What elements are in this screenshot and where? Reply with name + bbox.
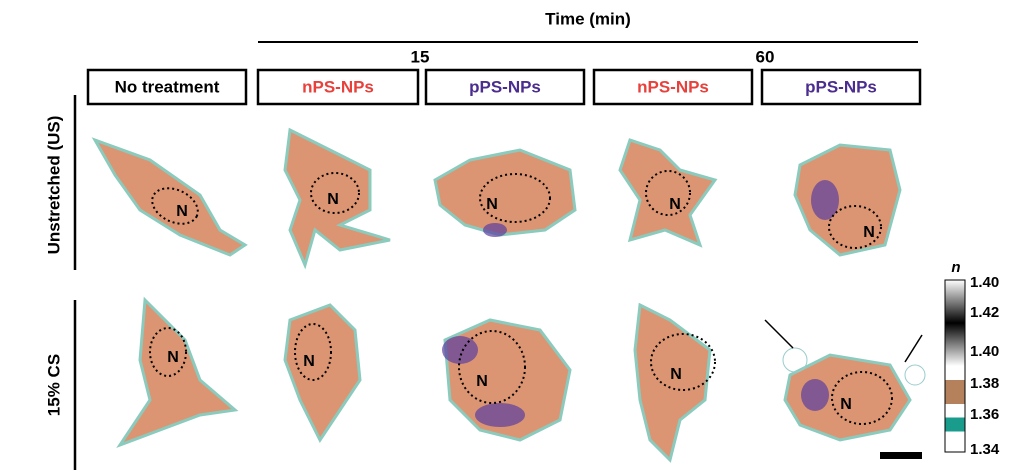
time-15: 15: [411, 47, 430, 66]
nucleus-label: N: [840, 396, 852, 413]
colorbar-label: 1.40: [970, 274, 999, 291]
time-60: 60: [756, 47, 775, 66]
header-box: [86, 68, 248, 106]
cell: [618, 138, 718, 248]
colorbar-label: 1.34: [970, 441, 1000, 458]
column-headers: No treatment nPS-NPs pPS-NPs nPS-NPs pPS…: [86, 68, 922, 106]
nucleus: [149, 327, 187, 377]
header-box: [256, 68, 420, 106]
header-box: [424, 68, 586, 106]
particles: [811, 180, 839, 220]
header-box: [760, 68, 922, 106]
nucleus-label: N: [303, 353, 315, 370]
nucleus-label: N: [863, 224, 875, 241]
particles: [801, 379, 829, 411]
arrow: [764, 319, 794, 349]
nucleus: [458, 330, 526, 404]
nucleus-label: N: [486, 196, 498, 213]
colorbar-label: 1.36: [970, 406, 999, 423]
cell: [91, 137, 248, 257]
nucleus: [294, 323, 332, 381]
nucleus: [828, 205, 882, 249]
particles: [442, 336, 478, 364]
cells: N N N N N N N N N N: [91, 127, 926, 463]
nucleus: [151, 187, 199, 225]
particles: [483, 223, 507, 237]
cell: [283, 303, 362, 443]
bleb: [904, 364, 926, 386]
col-header: No treatment: [115, 77, 220, 96]
nucleus: [645, 170, 691, 216]
nucleus-label: N: [670, 366, 682, 383]
colorbar: [944, 279, 966, 453]
particles: [475, 403, 525, 427]
scale-bar: [880, 452, 922, 459]
nucleus-label: N: [176, 203, 188, 220]
col-header: nPS-NPs: [637, 77, 709, 96]
cell: [116, 296, 239, 449]
nucleus: [650, 333, 716, 391]
nucleus: [831, 371, 893, 425]
cell: [633, 302, 712, 463]
nucleus: [310, 172, 360, 214]
col-header: nPS-NPs: [302, 77, 374, 96]
col-header: pPS-NPs: [469, 77, 541, 96]
colorbar-label: 1.38: [970, 375, 999, 392]
colorbar-symbol: n: [951, 259, 960, 276]
header-box: [592, 68, 754, 106]
cell: [283, 127, 391, 270]
row-label: 15% CS: [44, 354, 63, 416]
nucleus: [479, 173, 551, 223]
cell: [793, 143, 902, 257]
cell: [433, 148, 577, 237]
colorbar-label: 1.40: [970, 343, 999, 360]
nucleus-label: N: [167, 349, 179, 366]
col-header: pPS-NPs: [805, 77, 877, 96]
nucleus-label: N: [327, 191, 339, 208]
arrow: [904, 334, 923, 363]
row-label: Unstretched (US): [44, 116, 63, 255]
nucleus-label: N: [476, 373, 488, 390]
colorbar-label: 1.42: [970, 304, 999, 321]
bleb: [782, 347, 808, 373]
time-title: Time (min): [545, 9, 631, 28]
nucleus-label: N: [669, 196, 681, 213]
